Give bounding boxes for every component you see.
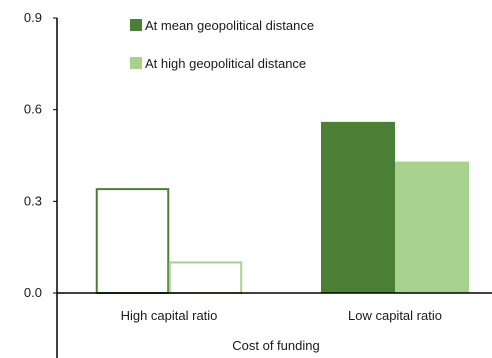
category-label-high-capital-ratio: High capital ratio bbox=[121, 308, 218, 323]
legend: At mean geopolitical distance At high ge… bbox=[130, 18, 314, 71]
bar-high-capital-mean bbox=[95, 188, 170, 294]
legend-swatch-high bbox=[130, 57, 142, 69]
category-label-low-capital-ratio: Low capital ratio bbox=[348, 308, 442, 323]
bar-low-capital-mean bbox=[321, 121, 395, 293]
bars-layer bbox=[95, 121, 469, 295]
bar-low-capital-high bbox=[395, 161, 469, 293]
legend-label-high: At high geopolitical distance bbox=[145, 56, 306, 71]
y-tick-label: 0.6 bbox=[24, 102, 42, 117]
y-tick-label: 0.3 bbox=[24, 193, 42, 208]
y-tick-label: 0.9 bbox=[24, 10, 42, 25]
y-tick-label: 0.0 bbox=[24, 285, 42, 300]
y-ticks: 0.0 0.3 0.6 0.9 bbox=[24, 10, 57, 300]
bar-high-capital-high bbox=[168, 261, 243, 295]
legend-swatch-mean bbox=[130, 19, 142, 31]
legend-label-mean: At mean geopolitical distance bbox=[145, 18, 314, 33]
x-axis-label: Cost of funding bbox=[232, 338, 319, 353]
